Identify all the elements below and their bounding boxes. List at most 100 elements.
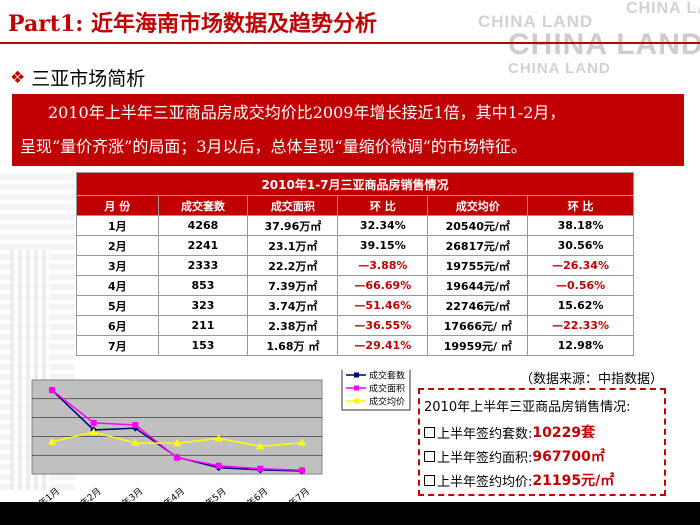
checkbox-icon [424,474,435,486]
info-item-units: 上半年签约套数: 10229套 [424,422,595,442]
watermark-logo-large: CHINA LAND [508,28,700,61]
x-tick-label: 2010年2月 [60,485,103,502]
table-header-cell: 环 比 [337,195,429,216]
info-item-area: 上半年签约面积: 967700㎡ [424,446,605,466]
table-cell: 2241 [157,235,249,256]
data-point [49,387,55,394]
data-point [89,427,98,435]
chart-x-labels: 2010年1月2010年2月2010年3月2010年4月2010年5月2010年… [18,485,311,502]
legend-label: 成交套数 [369,370,405,382]
data-point [299,467,305,474]
checkbox-icon [424,426,435,438]
table-cell: 3.74万㎡ [247,295,339,316]
table-cell: 30.56% [527,235,634,256]
table-cell: 22.2万㎡ [247,255,339,276]
table-cell: —3.88% [337,255,429,276]
table-row: 2月 2241 23.1万㎡ 39.15% 26817元/㎡ 30.56% [76,235,634,256]
summary-line-2: 呈现“量价齐涨”的局面；3月以后，总体呈现“量缩价微调”的市场特征。 [20,137,527,156]
table-cell: 19755元/㎡ [427,255,529,276]
watermark-logo: CHINA LAND [508,60,611,77]
sales-trend-chart: 2010年1月2010年2月2010年3月2010年4月2010年5月2010年… [18,370,411,502]
legend-label: 成交面积 [369,383,405,395]
table-cell: 26817元/㎡ [427,235,529,256]
data-point [90,419,97,426]
table-cell: 32.34% [337,215,429,236]
table-cell: 1月 [76,215,159,236]
watermark-logo: CHINA LAND [626,0,700,17]
data-point [131,439,140,447]
legend-marker [354,372,359,378]
table-cell: 1.68万 ㎡ [247,335,339,356]
table-cell: —22.33% [527,315,634,336]
info-item-price: 上半年签约均价: 21195元/㎡ [424,470,614,490]
checkbox-icon [424,450,435,462]
summary-box: 2010年上半年三亚商品房成交均价比2009年增长接近1倍，其中1-2月， 呈现… [12,94,684,166]
data-point [298,438,306,446]
table-cell: —36.55% [337,315,429,336]
table-cell: 38.18% [527,215,634,236]
table-cell: 5月 [76,295,159,316]
table-cell: 853 [157,275,249,296]
x-tick-label: 2010年1月 [18,485,61,502]
info-title: 2010年上半年三亚商品房销售情况: [424,400,631,415]
data-point [256,442,265,450]
info-value: 967700㎡ [532,449,605,465]
x-tick-label: 2010年4月 [143,485,186,502]
table-cell: 22746元/㎡ [427,295,529,316]
table-body: 1月 4268 37.96万㎡ 32.34% 20540元/㎡ 38.18% 2月 2241 2… [76,215,634,356]
table-cell: —26.34% [527,255,634,276]
table-row: 1月 4268 37.96万㎡ 32.34% 20540元/㎡ 38.18% [76,215,634,236]
table-cell: 15.62% [527,295,634,316]
title-underline [0,42,700,44]
legend-marker [354,385,359,391]
table-cell: 39.15% [337,235,429,256]
data-point [173,439,181,447]
info-label: 上半年签约套数: [437,426,533,442]
legend-label: 成交均价 [369,396,405,408]
chart-series [48,386,306,475]
x-tick-label: 2010年7月 [268,485,311,502]
table-cell: 2月 [76,235,159,256]
table-header-cell: 成交均价 [427,195,529,216]
table-header-row: 月 份成交套数 成交面积环 比成交均价环 比 [76,195,634,216]
x-tick-label: 2010年5月 [185,485,228,502]
summary-info-box: 2010年上半年三亚商品房销售情况: 上半年签约套数: 10229套 上半年签约… [418,388,666,496]
table-cell: 4月 [76,275,159,296]
legend-box [341,370,411,411]
table-cell: 19959元/ ㎡ [427,335,529,356]
table-cell: 37.96万㎡ [247,215,339,236]
table-cell: 7月 [76,335,159,356]
table-cell: 3月 [76,255,159,276]
info-value: 21195元/㎡ [532,473,615,489]
table-cell: 17666元/ ㎡ [427,315,529,336]
table-row: 4月 853 7.39万㎡ —66.69% 19644元/㎡ —0.56% [76,275,634,296]
data-point [48,437,56,445]
diamond-bullet-icon: ❖ [10,67,26,88]
section-label: 三亚市场简析 [31,68,146,90]
sales-table: 2010年1-7月三亚商品房销售情况 月 份成交套数 成交面积环 比成交均价环 比… [76,172,634,356]
watermark-logo: CHINA LAND [478,12,594,31]
bottom-bar [0,502,700,525]
table-cell: 12.98% [527,335,634,356]
table-cell: —0.56% [527,275,634,296]
table-row: 7月 153 1.68万 ㎡ —29.41% 19959元/ ㎡ 12.98% [76,335,634,356]
table-cell: 19644元/㎡ [427,275,529,296]
table-cell: 7.39万㎡ [247,275,339,296]
table-cell: —66.69% [337,275,429,296]
table-cell: 20540元/㎡ [427,215,529,236]
table-cell: 4268 [157,215,249,236]
data-source-note: （数据来源：中指数据） [520,372,664,387]
table-header-cell: 月 份 [76,195,159,216]
data-point [215,462,222,469]
table-cell: —51.46% [337,295,429,316]
table-cell: —29.41% [337,335,429,356]
info-label: 上半年签约面积: [437,450,533,466]
table-row: 3月 2333 22.2万㎡ —3.88% 19755元/㎡ —26.34% [76,255,634,276]
summary-line-1: 2010年上半年三亚商品房成交均价比2009年增长接近1倍，其中1-2月， [48,103,566,122]
data-point [132,421,139,428]
info-value: 10229套 [532,425,596,441]
section-heading: ❖ 三亚市场简析 [10,64,145,91]
table-row: 5月 323 3.74万㎡ —51.46% 22746元/㎡ 15.62% [76,295,634,316]
data-point [174,454,180,461]
